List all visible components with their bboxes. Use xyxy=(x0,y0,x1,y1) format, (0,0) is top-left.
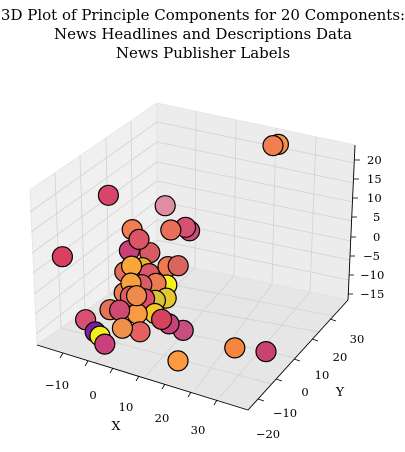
z-tick-label: −15 xyxy=(360,287,384,301)
scatter-point xyxy=(167,255,189,277)
y-axis-label: Y xyxy=(335,384,345,399)
x-tick-label: 20 xyxy=(155,411,170,425)
y-axis-line xyxy=(247,299,349,411)
title-line-3: News Publisher Labels xyxy=(116,44,290,62)
scatter-point xyxy=(128,228,150,250)
title-line-1: 3D Plot of Principle Components for 20 C… xyxy=(1,6,405,24)
z-tick-label: 20 xyxy=(367,153,382,167)
scatter-point xyxy=(94,333,116,355)
x-axis-line xyxy=(36,344,249,411)
scatter-point xyxy=(51,246,74,268)
title-line-2: News Headlines and Descriptions Data xyxy=(54,25,352,43)
scatter-point xyxy=(262,135,284,157)
z-tick-label: 10 xyxy=(367,191,382,205)
scatter-point xyxy=(255,341,277,363)
y-tick-label: −20 xyxy=(256,427,280,441)
x-tick-label: 0 xyxy=(89,388,96,402)
x-tick-label: 10 xyxy=(119,400,134,414)
scatter-point xyxy=(154,195,176,217)
z-tick-label: −5 xyxy=(363,249,380,263)
scatter-point xyxy=(224,337,246,359)
scatter-point xyxy=(160,219,182,241)
z-tick-label: 15 xyxy=(367,172,382,186)
x-tick-labels: −10 0 10 20 30 xyxy=(45,378,205,437)
y-tick-label: 10 xyxy=(315,368,330,382)
x-axis-label: X xyxy=(112,418,121,433)
y-tick-label: −10 xyxy=(273,406,297,420)
y-tick-label: 0 xyxy=(301,385,308,399)
scatter-point xyxy=(126,285,148,307)
y-tick-labels: −20 −10 0 10 20 30 xyxy=(256,332,364,441)
z-axis-line xyxy=(347,144,356,301)
z-tick-label: 0 xyxy=(373,230,380,244)
scatter-point xyxy=(111,317,134,339)
scatter-point xyxy=(126,303,148,325)
y-tick-label: 30 xyxy=(350,332,365,346)
scatter-point xyxy=(129,321,151,343)
y-tick-label: 20 xyxy=(333,350,348,364)
z-tick-label: −10 xyxy=(360,268,384,282)
z-tick-label: 5 xyxy=(373,210,380,224)
scatter-point xyxy=(97,184,120,206)
x-tick-label: 30 xyxy=(191,423,206,437)
z-tick-labels: 20 15 10 5 0 −5 −10 −15 xyxy=(360,153,384,301)
x-tick-label: −10 xyxy=(45,378,69,392)
chart-title: 3D Plot of Principle Components for 20 C… xyxy=(1,6,405,62)
scatter-point xyxy=(108,299,131,321)
scatter-point xyxy=(167,350,189,372)
axis-lines xyxy=(36,144,356,411)
scatter-point xyxy=(151,308,173,330)
data-points xyxy=(51,133,289,372)
tick-marks xyxy=(59,159,360,406)
